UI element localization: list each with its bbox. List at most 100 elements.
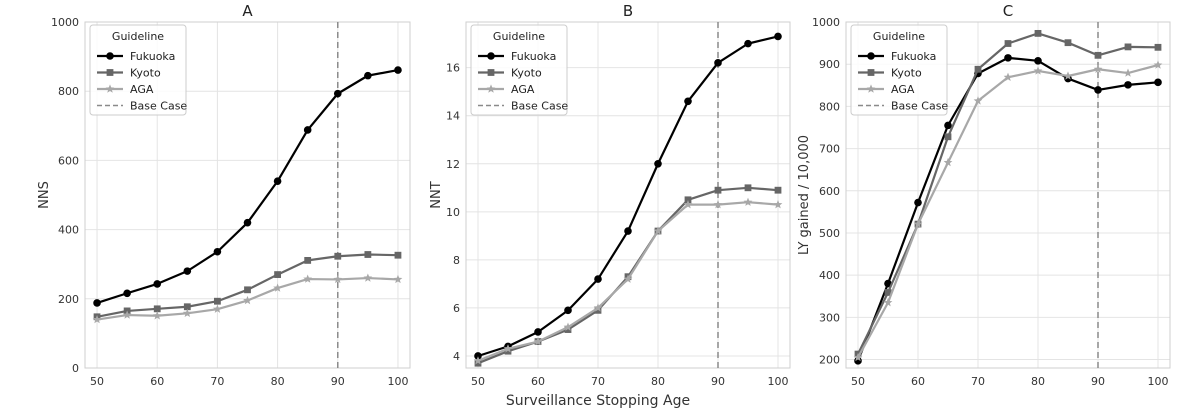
panel-a-point-aga [122,310,132,319]
panel-b-point-aga [533,336,543,346]
panel-b-y-tick-label: 16 [446,62,460,75]
panel-a-point-kyoto [304,256,312,264]
panel-c-legend-title: Guideline [873,30,925,43]
panel-c-point-aga [1093,64,1103,73]
panel-a-point-kyoto [153,305,161,313]
panel-b-legend-marker-kyoto [487,69,495,76]
panel-c-point-aga [883,298,893,307]
panel-b-point-fukuoka [624,227,632,235]
panel-c-y-tick-label: 900 [819,58,840,71]
panel-b-x-tick-label: 100 [768,375,789,388]
panel-c-point-kyoto [1004,40,1012,47]
panel-a-x-tick-label: 70 [210,375,224,388]
panel-b-legend: Guideline Fukuoka Kyoto AGA Base Case [470,24,568,116]
panel-c-series-fukuoka [854,54,1162,365]
panel-a-legend-title: Guideline [112,30,164,43]
panel-b-legend-marker-fukuoka [487,52,495,60]
panel-a-point-fukuoka [93,299,101,307]
panel-c-plot-frame [845,21,1171,369]
panel-a-legend: Guideline Fukuoka Kyoto AGA Base Case [89,24,187,116]
panel-a-legend-marker-kyoto [106,69,114,76]
panel-b-series-fukuoka [474,32,782,360]
panel-b-series-aga [473,197,783,365]
panel-b-point-kyoto [504,347,512,355]
panel-b-legend-label-base-case: Base Case [511,100,568,113]
panel-a-legend-label-aga: AGA [130,83,154,96]
panel-b-point-fukuoka [534,328,542,336]
panel-b-y-tick-label: 6 [453,302,460,315]
panel-a-point-aga [92,314,102,324]
panel-b-point-fukuoka [654,159,662,168]
panel-c-legend-label-base-case: Base Case [891,100,948,113]
panel-b-point-kyoto [684,196,692,204]
panel-b-y-tick-label: 10 [446,206,460,219]
panel-c-y-tick-label: 500 [819,227,840,240]
panel-b-y-tick-label: 4 [453,350,460,363]
panel-a-point-fukuoka [333,89,342,98]
panel-b-legend-title: Guideline [493,30,545,43]
panel-b-legend-label-aga: AGA [511,83,535,96]
panel-c-point-aga [913,219,923,228]
panel-b-point-kyoto [744,184,752,192]
panel-a-x-tick-label: 90 [331,375,345,388]
panel-b-point-fukuoka [774,32,782,41]
panel-b-y-tick-label: 8 [453,254,460,267]
panel-a-line-kyoto [96,253,398,318]
panel-c-x-tick-label: 100 [1148,375,1169,388]
panel-b-y-tick-label: 14 [446,110,460,123]
panel-b-x-tick-label: 80 [651,375,665,388]
panel-b-point-aga [593,303,603,312]
panel-b-x-tick-label: 90 [711,375,725,388]
panel-a-point-fukuoka [183,267,192,275]
panel-c-point-fukuoka [914,198,922,207]
panel-a-point-fukuoka [213,247,222,256]
panel-a-x-tick-label: 50 [90,375,104,388]
panel-c-point-fukuoka [1154,78,1162,87]
panel-b-legend-box [470,24,568,116]
panel-c-point-aga [1003,72,1013,81]
panel-c-point-kyoto [884,289,892,296]
panel-c-point-fukuoka [944,121,952,130]
panel-b-y-axis-label: NNT [429,181,444,208]
panel-c-legend-label-kyoto: Kyoto [891,67,922,80]
panel-c-legend-label-aga: AGA [891,83,915,96]
panel-c-legend-marker-aga [866,84,876,93]
panel-b-point-aga [473,356,483,365]
panel-a-point-fukuoka [243,218,252,227]
panel-b-point-kyoto [564,326,572,333]
panel-a-point-aga [363,273,373,282]
panel-c-point-aga [943,157,953,167]
panel-b-point-aga [773,200,783,209]
panel-a-point-fukuoka [364,71,372,80]
panel-a-point-fukuoka [303,126,312,134]
panel-c-legend: Guideline Fukuoka Kyoto AGA Base Case [850,24,948,116]
panel-b-point-kyoto [774,186,782,194]
panel-b-point-fukuoka [564,306,572,315]
panel-c-y-tick-label: 200 [819,354,840,367]
panel-b-point-aga [563,322,573,331]
panel-b-plot-frame [465,21,791,369]
panel-a-y-axis-label: NNS [37,181,52,209]
panel-a-y-tick-label: 800 [58,85,79,98]
panel-c-x-tick-label: 90 [1091,375,1105,388]
panel-a-point-aga [393,274,403,284]
panel-c-point-aga [853,352,863,362]
panel-a-point-fukuoka [123,289,131,298]
panel-a-point-fukuoka [394,66,402,74]
panel-a-x-tick-label: 60 [150,375,164,388]
panel-b-point-aga [683,200,693,209]
panel-b: 50 60 70 80 90 100 4 6 8 10 12 14 16 B NNT Guideline Fuk… [429,2,791,388]
panel-a-series-fukuoka [93,66,402,307]
panel-c-x-tick-label: 60 [911,375,925,388]
panel-a-y-tick-label: 200 [58,293,79,306]
panel-c-point-fukuoka [1034,57,1042,65]
panel-b-legend-marker-aga [486,84,496,93]
panel-a-point-kyoto [214,297,221,305]
panel-c-point-aga [1063,71,1073,80]
panel-c-point-fukuoka [1094,86,1102,94]
panel-a-point-aga [243,295,252,305]
panel-c-y-tick-label: 800 [819,100,840,113]
panel-b-point-fukuoka [714,59,722,67]
panel-c-point-kyoto [974,65,982,73]
panel-a-legend-label-base-case: Base Case [130,100,187,113]
